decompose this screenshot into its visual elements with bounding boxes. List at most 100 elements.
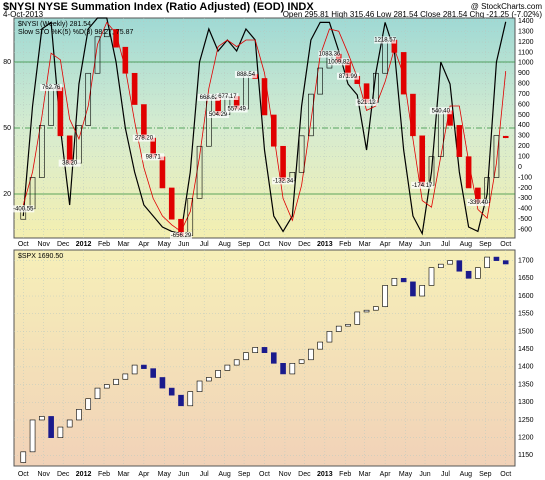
x-tick-label: Aug — [218, 241, 231, 248]
candle — [178, 394, 184, 407]
annotation: -339.40 — [468, 200, 489, 206]
candle — [85, 72, 92, 126]
x-tick-label: Jul — [441, 471, 450, 478]
candle — [196, 145, 203, 199]
x-tick-label: Feb — [98, 471, 110, 478]
candle — [400, 278, 407, 283]
y-tick-label: 1400 — [518, 18, 534, 25]
candle — [493, 256, 500, 261]
x-tick-label: Oct — [18, 241, 29, 248]
annotation-box — [355, 98, 378, 106]
x-tick-label: Oct — [18, 471, 29, 478]
candle — [243, 352, 249, 361]
x-tick-label: May — [399, 241, 413, 248]
x-tick-label: Dec — [298, 471, 311, 478]
annotation: 677.17 — [218, 94, 237, 100]
candle — [345, 324, 351, 327]
y-tick-label: 1300 — [518, 399, 534, 406]
annotation: 278.20 — [135, 136, 154, 142]
x-tick-label: Sep — [238, 471, 251, 478]
x-tick-label: Mar — [359, 471, 372, 478]
x-tick-label: Dec — [57, 471, 70, 478]
annotation-box — [216, 92, 239, 100]
annotation-box — [272, 177, 295, 185]
x-tick-label: Mar — [359, 241, 372, 248]
x-tick-label: Apr — [380, 471, 392, 478]
candle — [187, 391, 194, 407]
candle — [224, 364, 231, 371]
y-tick-label: 1000 — [518, 60, 534, 67]
y-tick-label: 800 — [518, 81, 530, 88]
stoch-line — [22, 21, 507, 233]
x-tick-label: 2013 — [317, 241, 333, 248]
candle — [465, 270, 472, 279]
annotation-box — [132, 134, 155, 142]
candle — [113, 378, 119, 385]
annotation-box — [327, 58, 350, 66]
x-tick-label: 2012 — [76, 241, 92, 248]
candle — [261, 78, 268, 116]
x-tick-label: Jun — [419, 471, 430, 478]
candle — [48, 416, 54, 438]
annotation: 504.29 — [209, 112, 228, 118]
x-tick-label: Oct — [259, 471, 270, 478]
candle — [428, 267, 435, 286]
candle — [150, 368, 156, 378]
candle — [66, 419, 73, 428]
y-tick-label: 0 — [518, 164, 522, 171]
x-tick-label: Apr — [138, 241, 150, 248]
x-tick-label: Sep — [238, 241, 251, 248]
candle — [465, 156, 472, 189]
y-tick-label: -400 — [518, 206, 532, 213]
candle — [103, 29, 110, 38]
candle — [131, 72, 138, 105]
candle — [159, 156, 166, 189]
annotation: 668.62 — [200, 95, 219, 101]
annotation: 762.76 — [42, 85, 61, 91]
x-tick-label: Nov — [37, 471, 50, 478]
x-tick-label: May — [399, 471, 413, 478]
candle — [85, 398, 92, 410]
candle — [298, 359, 305, 364]
candle — [308, 348, 314, 361]
annotation-box — [170, 232, 192, 240]
candle — [94, 387, 101, 400]
annotation: 540.40 — [432, 108, 451, 114]
y-tick-label: 200 — [518, 143, 530, 150]
annotation: 1009.82 — [328, 59, 350, 65]
legend: $NYSI (Weekly) 281.54 — [18, 21, 91, 28]
annotation: 98.71 — [146, 154, 162, 160]
y-tick-label: 1700 — [518, 257, 534, 264]
candle — [317, 341, 323, 350]
candle — [363, 309, 370, 313]
candle — [419, 285, 426, 297]
x-tick-label: Apr — [138, 471, 150, 478]
x-tick-label: 2012 — [76, 471, 92, 478]
candle — [270, 352, 277, 364]
annotation: 1083.36 — [319, 52, 341, 58]
candle — [326, 331, 333, 343]
annotation-box — [40, 84, 63, 92]
x-tick-label: Oct — [500, 471, 511, 478]
annotation-box — [12, 205, 35, 213]
annotation: -174.17 — [412, 183, 433, 189]
candle — [168, 187, 175, 220]
y-tick-label: -600 — [518, 227, 532, 234]
candle — [308, 93, 314, 137]
annotation-box — [337, 72, 359, 80]
x-tick-label: Feb — [98, 241, 110, 248]
x-tick-label: Nov — [279, 241, 292, 248]
x-tick-label: Sep — [479, 241, 492, 248]
candle — [410, 93, 416, 137]
candle — [373, 306, 379, 311]
x-tick-label: Jun — [178, 241, 189, 248]
y-tick-label: 1200 — [518, 435, 534, 442]
x-tick-label: Nov — [279, 471, 292, 478]
candle — [29, 419, 36, 453]
candle — [39, 416, 45, 421]
y-tick-label: 1500 — [518, 328, 534, 335]
candle — [475, 267, 481, 279]
annotation-box — [234, 70, 257, 78]
x-tick-label: Sep — [479, 471, 492, 478]
annotation: -656.29 — [171, 233, 192, 239]
